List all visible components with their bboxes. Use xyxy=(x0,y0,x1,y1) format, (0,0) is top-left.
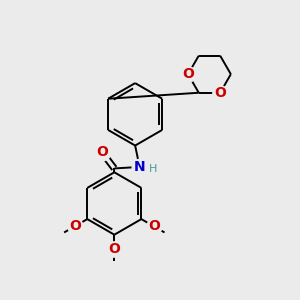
Text: O: O xyxy=(182,67,194,81)
Text: O: O xyxy=(108,242,120,256)
Text: O: O xyxy=(214,86,226,100)
Text: O: O xyxy=(148,219,160,233)
Text: O: O xyxy=(96,145,108,159)
Text: N: N xyxy=(134,160,146,174)
Text: O: O xyxy=(69,219,81,233)
Text: H: H xyxy=(149,164,158,174)
